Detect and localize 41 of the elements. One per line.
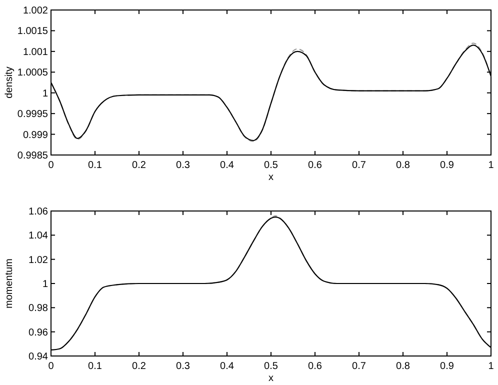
y-tick-label: 1 bbox=[42, 279, 48, 290]
y-tick-label: 1.0015 bbox=[17, 26, 48, 38]
x-tick-label: 0.8 bbox=[396, 160, 410, 171]
y-tick-label: 1.04 bbox=[28, 230, 48, 242]
y-axis-title: momentum bbox=[4, 258, 15, 309]
x-tick-label: 0.2 bbox=[132, 361, 146, 372]
y-tick-label: 1.0005 bbox=[17, 68, 48, 79]
x-tick-label: 0.4 bbox=[220, 361, 234, 372]
x-axis-title: x bbox=[268, 172, 274, 183]
x-tick-label: 0.5 bbox=[264, 361, 278, 372]
x-tick-label: 1 bbox=[488, 361, 494, 372]
x-tick-label: 0.9 bbox=[440, 160, 454, 171]
x-tick-label: 0.2 bbox=[132, 160, 146, 171]
y-tick-label: 1 bbox=[42, 88, 48, 100]
x-tick-label: 0.8 bbox=[396, 361, 410, 372]
x-axis-title: x bbox=[268, 373, 274, 384]
y-tick-label: 0.98 bbox=[28, 303, 48, 314]
y-axis-title: density bbox=[4, 66, 15, 98]
x-tick-label: 0.7 bbox=[352, 361, 366, 372]
y-tick-label: 1.02 bbox=[28, 254, 48, 266]
x-tick-label: 1 bbox=[488, 160, 494, 171]
y-tick-label: 1.001 bbox=[22, 46, 48, 58]
x-tick-label: 0.9 bbox=[440, 361, 454, 372]
x-tick-label: 0.6 bbox=[308, 361, 322, 372]
x-tick-label: 0.4 bbox=[220, 160, 234, 171]
y-tick-label: 1.002 bbox=[22, 6, 48, 16]
x-tick-label: 0.1 bbox=[88, 361, 102, 372]
y-tick-label: 0.9985 bbox=[17, 150, 48, 162]
x-tick-label: 0.1 bbox=[88, 160, 102, 171]
y-tick-label: 0.9995 bbox=[17, 109, 48, 120]
x-tick-label: 0.7 bbox=[352, 160, 366, 171]
y-tick-label: 0.94 bbox=[28, 352, 48, 362]
x-tick-label: 0.5 bbox=[264, 160, 278, 171]
x-tick-label: 0 bbox=[48, 160, 54, 171]
x-tick-label: 0.3 bbox=[176, 361, 190, 372]
x-tick-label: 0.6 bbox=[308, 160, 322, 171]
x-tick-label: 0 bbox=[48, 361, 54, 372]
y-tick-label: 0.96 bbox=[28, 327, 48, 338]
y-tick-label: 1.06 bbox=[28, 206, 48, 218]
y-tick-label: 0.999 bbox=[22, 130, 48, 141]
x-tick-label: 0.3 bbox=[176, 160, 190, 171]
